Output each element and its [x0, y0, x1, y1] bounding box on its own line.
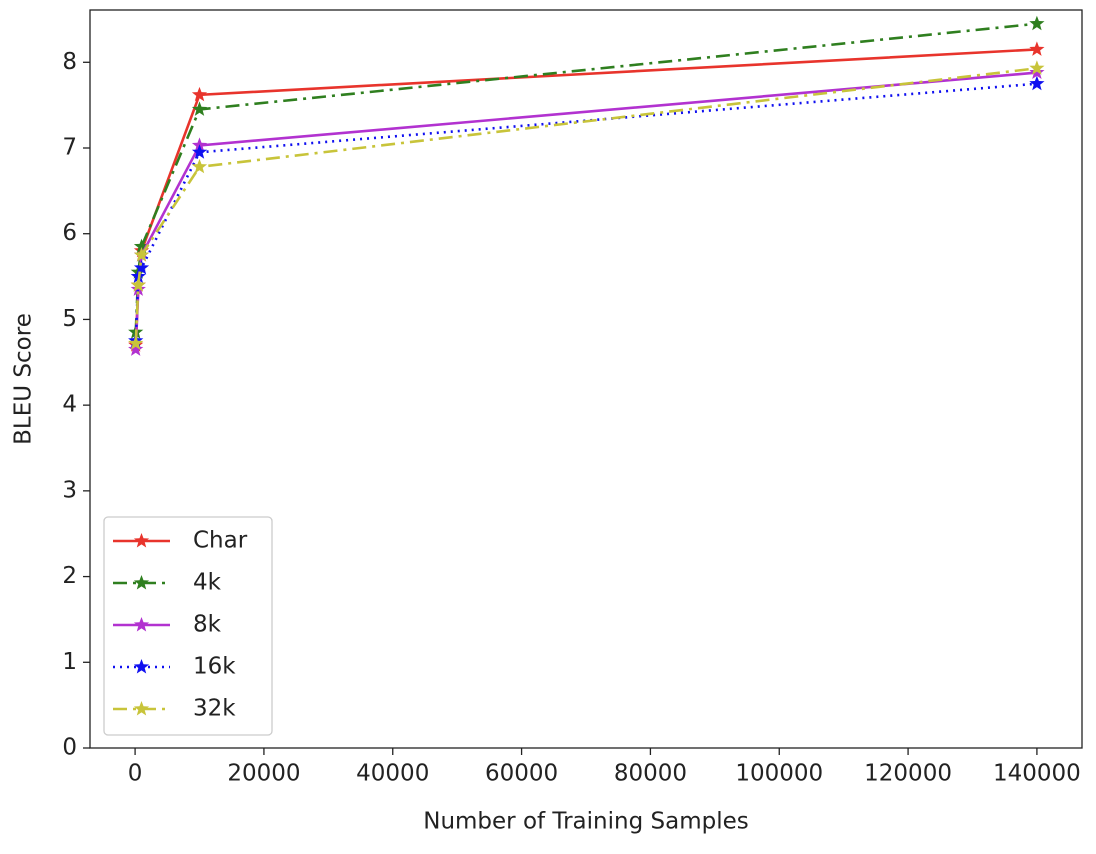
- legend-label: Char: [193, 528, 248, 554]
- point-marker: [1029, 41, 1045, 56]
- x-tick-label: 0: [128, 761, 143, 787]
- y-tick-label: 2: [62, 563, 77, 589]
- point-marker: [133, 260, 150, 275]
- y-tick-label: 3: [62, 477, 77, 503]
- y-tick-label: 1: [62, 649, 77, 675]
- y-tick-label: 5: [62, 306, 77, 332]
- x-tick-label: 20000: [227, 761, 300, 787]
- point-marker: [191, 158, 208, 174]
- legend-label: 4k: [193, 570, 222, 596]
- legend-marker: [133, 659, 150, 674]
- point-marker: [191, 86, 208, 102]
- series-line: [134, 48, 1037, 346]
- legend-marker: [133, 701, 150, 716]
- x-tick-label: 120000: [864, 761, 952, 787]
- series-line: [134, 82, 1038, 341]
- point-marker: [128, 335, 144, 350]
- y-tick-label: 4: [62, 392, 77, 418]
- legend-label: 16k: [193, 654, 236, 680]
- legend-label: 8k: [193, 612, 222, 638]
- point-marker: [1029, 64, 1045, 79]
- legend-box: [103, 516, 273, 736]
- point-marker: [1029, 15, 1045, 31]
- y-tick-label: 7: [62, 135, 77, 161]
- x-tick-label: 40000: [356, 761, 429, 787]
- plot-frame: [89, 9, 1083, 749]
- y-axis-label: BLEU Score: [11, 313, 37, 445]
- y-tick-label: 8: [62, 49, 77, 75]
- point-marker: [130, 281, 146, 296]
- legend-marker: [133, 617, 150, 632]
- x-tick-label: 100000: [735, 761, 823, 787]
- series-line: [134, 71, 1038, 350]
- y-tick-label: 0: [62, 735, 77, 761]
- point-marker: [1029, 75, 1045, 91]
- point-marker: [133, 247, 150, 262]
- y-tick-label: 6: [62, 220, 77, 246]
- legend-marker: [133, 533, 150, 548]
- point-marker: [130, 277, 146, 292]
- x-tick-label: 140000: [993, 761, 1081, 787]
- x-tick-label: 80000: [614, 761, 687, 787]
- x-axis-label: Number of Training Samples: [423, 809, 748, 835]
- x-tick-label: 60000: [485, 761, 558, 787]
- legend-marker: [133, 575, 150, 590]
- point-marker: [191, 144, 208, 159]
- point-marker: [191, 101, 208, 116]
- point-marker: [128, 341, 144, 356]
- series-line: [134, 22, 1038, 333]
- series-line: [134, 66, 1038, 344]
- legend-label: 32k: [193, 696, 236, 722]
- point-marker: [1029, 60, 1045, 75]
- point-marker: [133, 238, 150, 253]
